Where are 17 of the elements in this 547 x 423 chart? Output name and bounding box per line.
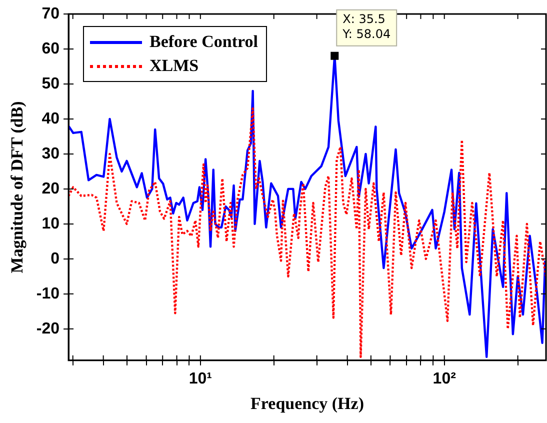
- x-axis-title: Frequency (Hz): [250, 394, 364, 414]
- y-tick-label: 50: [42, 75, 60, 92]
- legend-label: XLMS: [150, 56, 199, 76]
- y-tick-label: 30: [42, 145, 60, 162]
- y-axis-title: Magnitude of DFT (dB): [8, 101, 27, 274]
- y-tick-label: 0: [50, 250, 60, 268]
- y-tick-label: 20: [42, 180, 60, 198]
- y-tick-label: -20: [36, 320, 60, 338]
- y-tick-label: -10: [36, 285, 60, 302]
- y-tick-label: 70: [42, 5, 60, 22]
- y-tick-label: 40: [42, 110, 60, 128]
- y-tick-label: 10: [42, 215, 60, 232]
- y-tick-label: 60: [42, 40, 60, 58]
- x-tick-label: 10²: [432, 370, 456, 388]
- legend-label: Before Control: [150, 32, 258, 52]
- annotation: X: 35.5 Y: 58.04: [342, 12, 391, 41]
- x-tick-label: 10¹: [188, 370, 212, 388]
